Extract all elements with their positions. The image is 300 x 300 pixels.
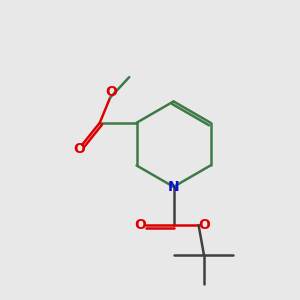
Text: O: O <box>198 218 210 232</box>
Text: O: O <box>106 85 118 99</box>
Text: O: O <box>73 142 85 156</box>
Text: O: O <box>134 218 146 232</box>
Text: N: N <box>168 180 179 194</box>
